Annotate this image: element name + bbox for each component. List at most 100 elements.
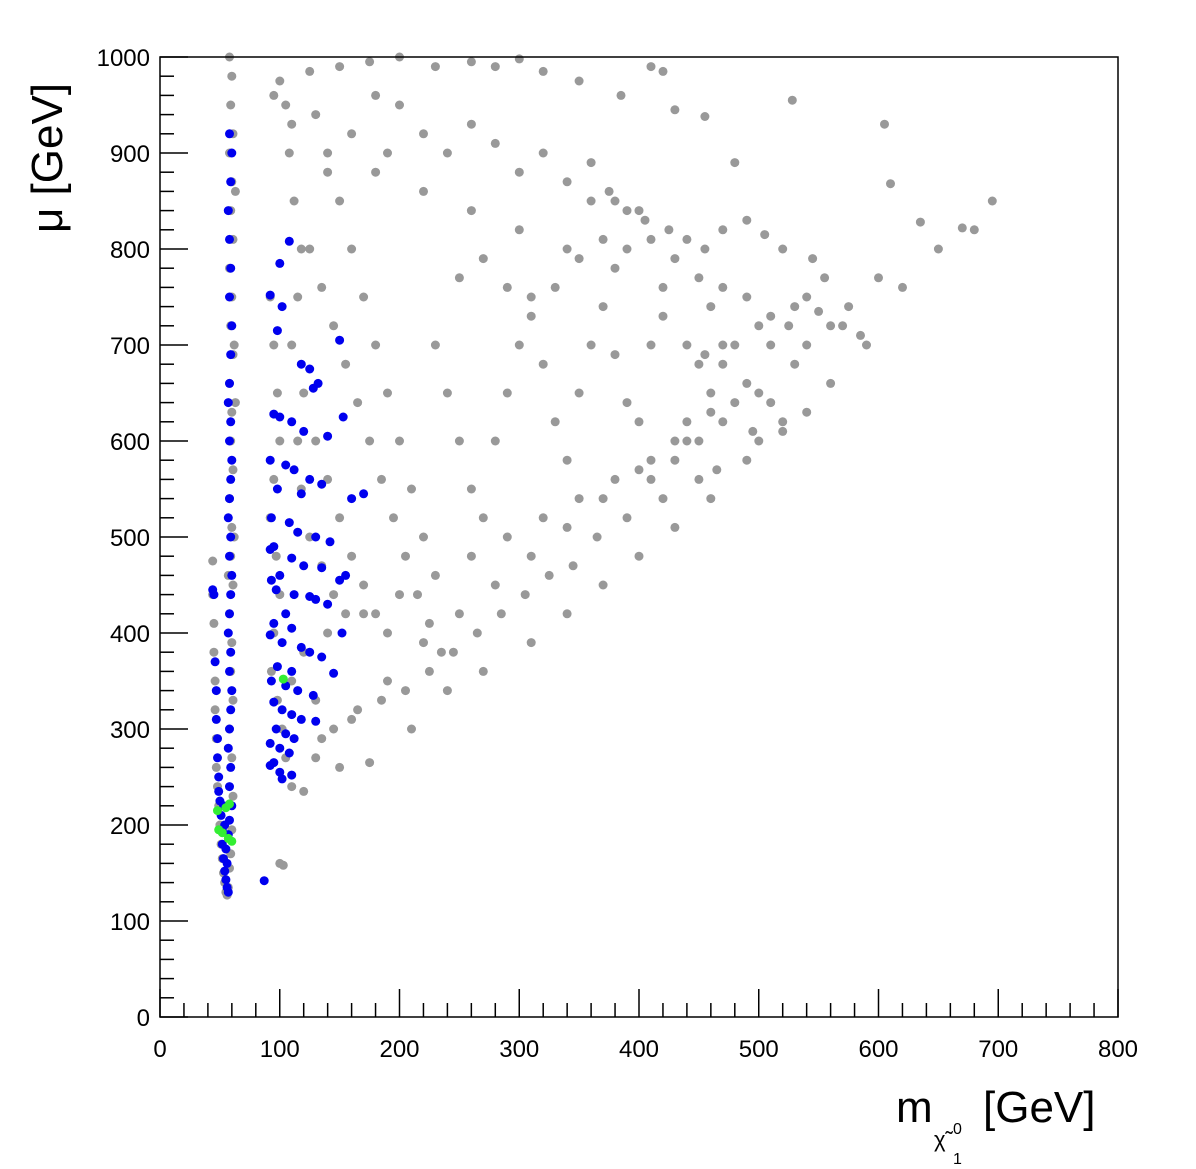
data-point-s0-191 xyxy=(442,148,452,158)
data-point-s1-94 xyxy=(341,570,351,580)
data-point-s1-35 xyxy=(211,686,221,696)
data-point-s0-115 xyxy=(371,167,381,177)
data-point-s0-13 xyxy=(227,407,237,417)
y-tick-label-7: 700 xyxy=(110,333,150,360)
data-point-s1-16 xyxy=(223,513,233,523)
data-point-s0-251 xyxy=(790,302,800,312)
data-point-s0-71 xyxy=(335,762,345,772)
x-tick-label-1: 100 xyxy=(260,1036,300,1063)
data-point-s0-124 xyxy=(802,340,812,350)
data-point-s0-290 xyxy=(778,244,788,254)
data-point-s0-229 xyxy=(287,340,297,350)
data-point-s1-132 xyxy=(277,774,287,784)
data-point-s0-148 xyxy=(454,609,464,619)
data-point-s0-260 xyxy=(712,465,722,475)
data-point-s1-76 xyxy=(305,474,315,484)
data-point-s0-84 xyxy=(826,378,836,388)
data-point-s0-238 xyxy=(478,254,488,264)
data-point-s1-50 xyxy=(221,844,231,854)
data-point-s0-216 xyxy=(436,647,446,657)
data-point-s0-122 xyxy=(706,302,716,312)
data-point-s0-38 xyxy=(211,762,221,772)
data-point-s0-261 xyxy=(694,474,704,484)
data-point-s1-34 xyxy=(210,657,220,667)
data-point-s0-212 xyxy=(389,513,398,523)
data-point-s0-264 xyxy=(592,532,602,542)
data-point-s0-17 xyxy=(227,522,237,532)
data-point-s1-95 xyxy=(335,575,345,585)
data-point-s0-149 xyxy=(490,580,500,590)
data-point-s0-87 xyxy=(933,244,943,254)
data-point-s1-70 xyxy=(338,412,348,422)
data-point-s1-26 xyxy=(226,705,236,715)
data-point-s0-143 xyxy=(287,676,297,686)
data-point-s0-269 xyxy=(472,628,482,638)
data-point-s0-151 xyxy=(562,522,572,532)
data-point-s0-228 xyxy=(341,609,351,619)
data-point-s0-80 xyxy=(670,522,680,532)
data-point-s0-262 xyxy=(658,494,668,504)
data-point-s1-131 xyxy=(287,770,297,780)
data-point-s0-256 xyxy=(778,426,788,436)
data-point-s0-167 xyxy=(454,436,464,446)
data-point-s0-237 xyxy=(454,273,464,283)
data-point-s0-232 xyxy=(289,196,299,206)
data-point-s1-49 xyxy=(223,887,233,897)
data-point-s1-109 xyxy=(317,652,327,662)
data-point-s0-106 xyxy=(430,62,440,72)
data-point-s0-120 xyxy=(610,263,620,273)
data-point-s0-253 xyxy=(838,321,848,331)
data-point-s1-104 xyxy=(337,628,347,638)
data-point-s0-197 xyxy=(586,158,596,168)
data-point-s0-190 xyxy=(419,129,428,139)
data-point-s1-119 xyxy=(287,710,297,720)
data-point-s1-126 xyxy=(275,743,285,753)
data-point-s0-198 xyxy=(610,196,620,206)
data-point-s1-85 xyxy=(311,532,321,542)
data-point-s0-62 xyxy=(266,666,276,676)
data-point-s0-220 xyxy=(335,513,345,523)
y-tick-label-9: 900 xyxy=(110,141,150,168)
data-point-s0-90 xyxy=(957,223,967,233)
data-point-s0-33 xyxy=(209,618,219,628)
data-point-s1-15 xyxy=(225,494,234,504)
data-point-s0-223 xyxy=(371,609,381,619)
data-point-s1-88 xyxy=(265,545,275,554)
data-point-s1-129 xyxy=(265,761,275,770)
data-point-s0-286 xyxy=(784,321,794,331)
data-point-s0-154 xyxy=(670,436,680,446)
data-point-s0-240 xyxy=(526,311,536,321)
data-point-s0-161 xyxy=(383,388,392,398)
y-tick-label-10: 1000 xyxy=(97,45,150,72)
data-point-s0-113 xyxy=(287,119,297,129)
data-point-s0-66 xyxy=(287,782,297,792)
data-point-s0-129 xyxy=(754,388,764,398)
data-point-s0-231 xyxy=(296,244,306,254)
data-point-s0-119 xyxy=(562,244,572,254)
data-point-s0-69 xyxy=(299,786,309,796)
data-point-s0-244 xyxy=(622,244,632,254)
data-point-s0-102 xyxy=(538,66,548,76)
data-point-s1-60 xyxy=(277,302,287,312)
data-point-s0-15 xyxy=(228,465,238,475)
data-point-s0-271 xyxy=(424,666,434,676)
data-point-s0-55 xyxy=(272,388,282,398)
data-point-s0-247 xyxy=(694,273,704,283)
data-point-s1-13 xyxy=(227,455,237,465)
data-point-s0-272 xyxy=(401,686,410,696)
data-point-s0-168 xyxy=(466,484,476,494)
data-point-s0-196 xyxy=(562,177,572,187)
data-point-s1-66 xyxy=(308,383,318,393)
data-point-s0-128 xyxy=(790,359,800,369)
data-point-s0-205 xyxy=(305,244,315,254)
data-point-s1-55 xyxy=(225,815,234,825)
data-point-s0-242 xyxy=(574,254,584,264)
data-point-s0-125 xyxy=(844,302,854,312)
data-point-s0-218 xyxy=(311,436,321,446)
data-point-s1-46 xyxy=(220,866,230,876)
data-point-s1-90 xyxy=(299,561,309,571)
data-point-s0-255 xyxy=(754,436,764,446)
data-point-s0-34 xyxy=(209,647,219,657)
data-point-s1-80 xyxy=(359,489,369,499)
data-point-s0-279 xyxy=(646,474,656,484)
